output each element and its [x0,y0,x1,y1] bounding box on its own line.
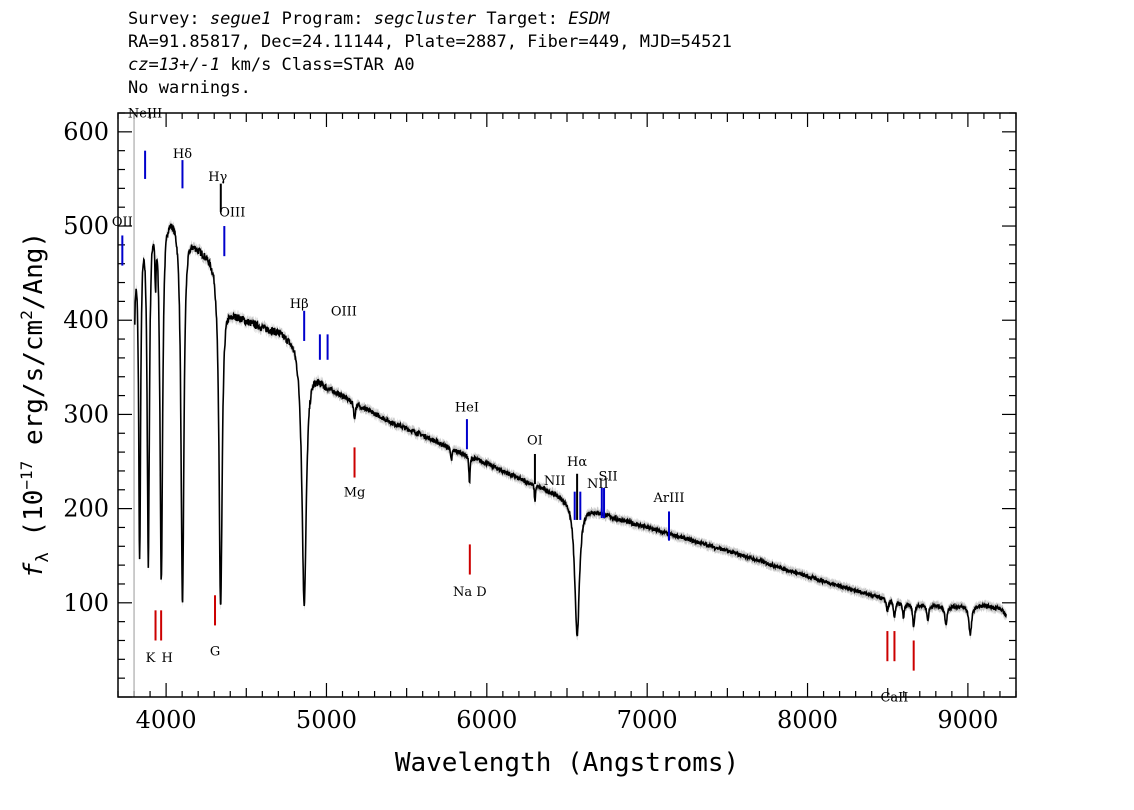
y-tick-label: 400 [63,306,109,334]
coords-line: RA=91.85817, Dec=24.11144, Plate=2887, F… [128,32,732,52]
x-tick-label: 8000 [777,706,838,734]
redshift-value: cz=13+/-1 [128,55,221,75]
flux-error-band [134,219,1007,641]
y-axis-scale: (10 [19,490,49,553]
line-marker-label: Hα [567,455,587,470]
line-marker-label: OI [527,434,543,449]
line-marker-label: SII [598,469,617,484]
program-value: segcluster [373,9,477,29]
x-axis-title: Wavelength (Angstroms) [395,748,739,778]
line-marker-label: HeI [455,401,479,416]
y-tick-label: 500 [63,212,109,240]
survey-label: Survey: [128,9,200,29]
program-label: Program: [281,9,364,29]
line-marker-label: ArIII [652,491,684,506]
line-marker-label: Hγ [208,170,227,185]
line-marker-label: H [161,651,172,666]
error-band [134,219,1007,641]
line-marker-label: Hδ [173,147,192,162]
line-marker-label: K [146,651,156,666]
y-tick-label: 600 [63,118,109,146]
flux-line [134,223,1007,637]
line-marker-label: OIII [219,206,245,221]
line-marker-label: NII [544,474,566,489]
y-axis-units-tail: /Ang) [19,232,49,310]
warnings-line: No warnings. [128,78,251,98]
x-tick-label: 5000 [296,706,357,734]
line-marker-label: Hβ [290,297,309,312]
spectrum-series [134,223,1007,637]
line-marker-label: OII [112,215,133,230]
y-axis-units: erg/s/cm [19,320,49,461]
survey-value: segue1 [209,9,272,29]
x-tick-label: 9000 [937,706,998,734]
target-value: ESDM [568,9,610,29]
y-axis-title: fλ (10−17 erg/s/cm2/Ang) [17,232,53,578]
line-marker-label: Na D [453,585,487,600]
x-tick-labels: 4000 5000 6000 7000 8000 9000 [136,706,999,734]
axis-ticks [117,112,1017,698]
y-axis-subscript: λ [33,552,53,562]
y-axis-exponent-2: 2 [17,310,36,320]
x-tick-label: 4000 [136,706,197,734]
x-tick-label: 6000 [456,706,517,734]
plot-frame [117,112,1017,698]
y-tick-labels: 100 200 300 400 500 600 [63,118,109,617]
line-marker-label: G [210,645,220,660]
class-text: km/s Class=STAR A0 [220,55,415,75]
line-marker-label: CaII [880,691,908,706]
line-markers: NeIIIHδHγOIIIOIIHβOIIIHeIOINIIHαNIISIIAr… [112,107,915,706]
y-tick-label: 200 [63,495,109,523]
line-marker-label: OIII [331,305,357,320]
x-tick-label: 7000 [617,706,678,734]
y-axis-exponent: −17 [17,461,36,490]
line-marker-label: NeIII [128,107,162,122]
y-tick-label: 300 [63,400,109,428]
target-label: Target: [486,9,558,29]
spectrum-header: Survey: segue1 Program: segcluster Targe… [128,8,732,100]
line-marker-label: Mg [344,485,366,500]
y-tick-label: 100 [63,589,109,617]
y-axis-symbol: f [19,562,49,578]
